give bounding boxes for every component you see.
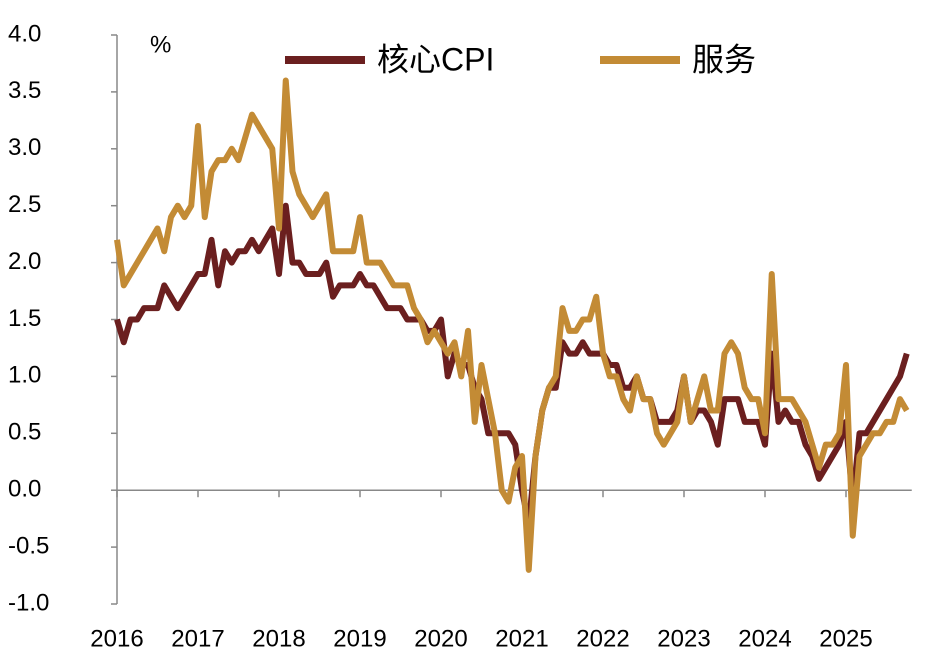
y-tick-label: 2.5 [8, 191, 41, 218]
x-tick-label: 2025 [819, 625, 872, 652]
x-tick-label: 2024 [738, 625, 791, 652]
y-tick-label: 1.5 [8, 305, 41, 332]
series-line [114, 77, 910, 573]
y-tick-label: -1.0 [8, 589, 49, 616]
legend-text: 核心CPI [377, 41, 494, 77]
x-tick-label: 2023 [657, 625, 710, 652]
x-tick-label: 2022 [576, 625, 629, 652]
x-tick-label: 2017 [171, 625, 224, 652]
y-tick-label: -0.5 [8, 532, 49, 559]
x-tick-label: 2016 [90, 625, 143, 652]
y-tick-label: 3.0 [8, 134, 41, 161]
x-tick-label: 2020 [414, 625, 467, 652]
y-tick-label: 2.0 [8, 248, 41, 275]
y-tick-label: 4.0 [8, 20, 41, 47]
x-tick-label: 2019 [333, 625, 386, 652]
legend-text: 服务 [692, 41, 756, 77]
x-tick-label: 2021 [495, 625, 548, 652]
y-unit: % [150, 31, 171, 58]
y-tick-label: 1.0 [8, 362, 41, 389]
y-tick-label: 0.0 [8, 476, 41, 503]
y-tick-label: 3.5 [8, 77, 41, 104]
y-tick-label: 0.5 [8, 419, 41, 446]
x-tick-label: 2018 [252, 625, 305, 652]
